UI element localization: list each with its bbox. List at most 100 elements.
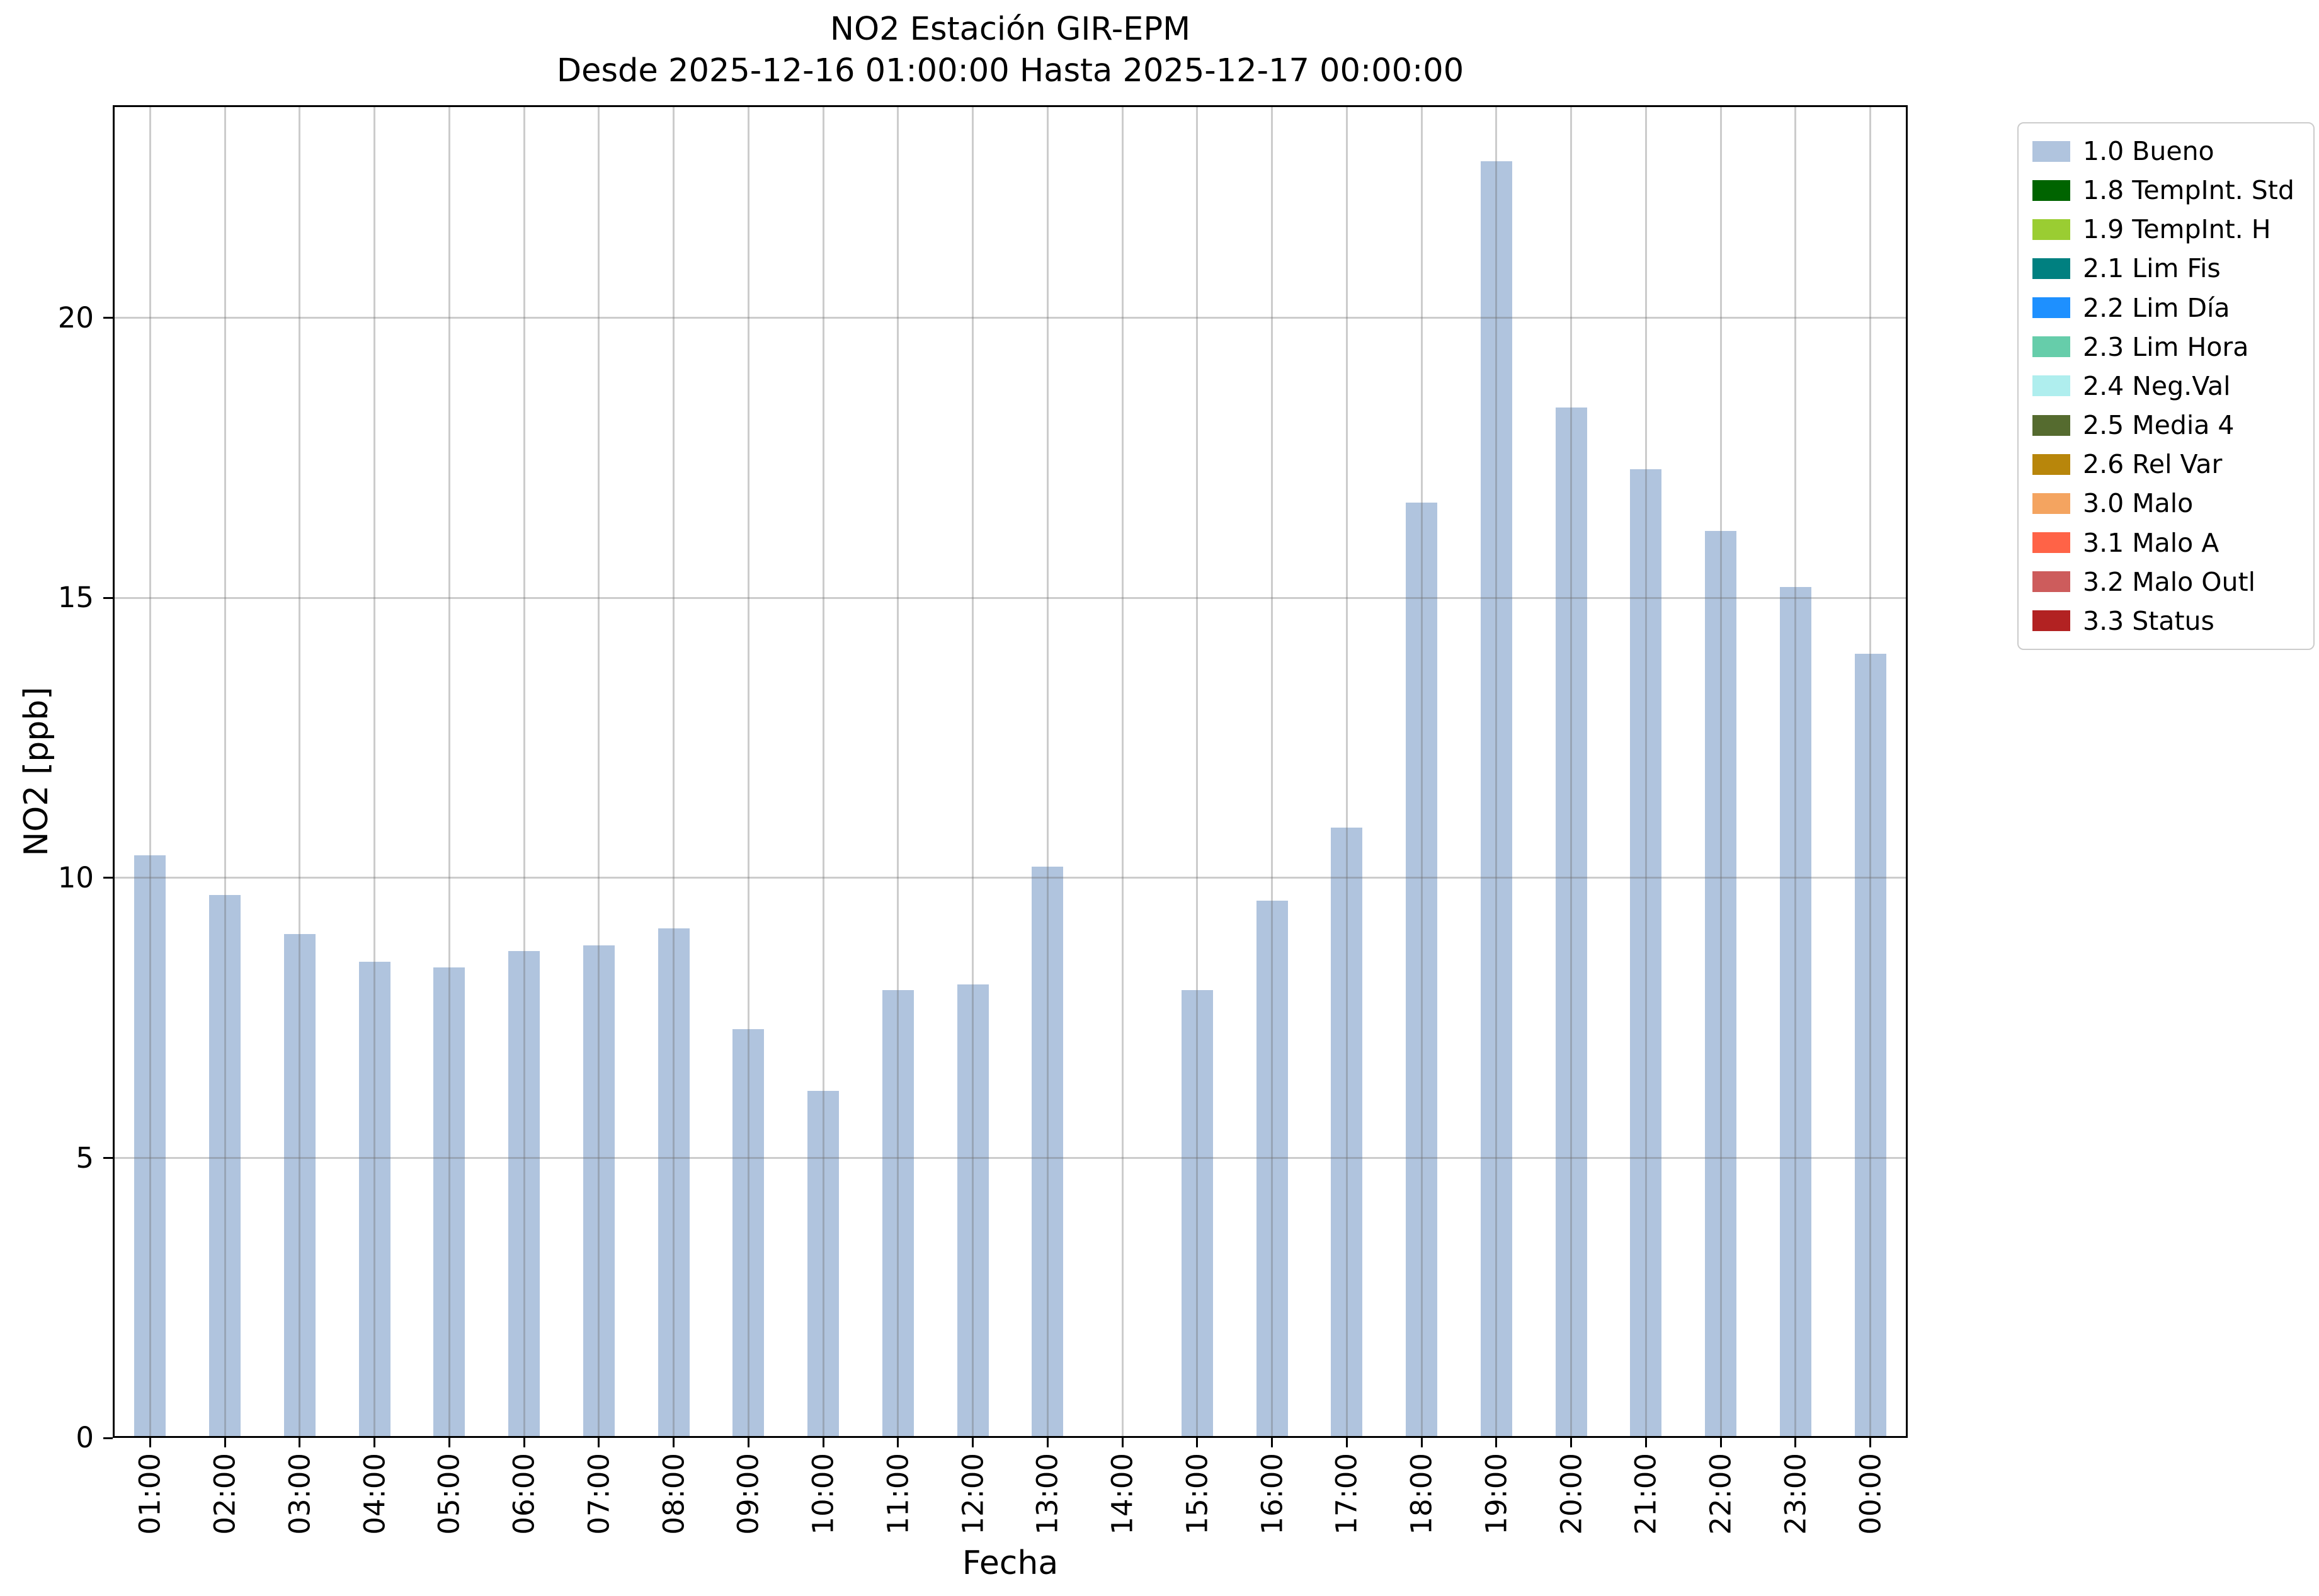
legend-label: 2.4 Neg.Val — [2083, 370, 2231, 401]
x-tick-label: 00:00 — [1854, 1453, 1888, 1535]
chart-title-block: NO2 Estación GIR-EPM Desde 2025-12-16 01… — [113, 9, 1908, 92]
gridline-vertical — [1420, 105, 1423, 1438]
legend-swatch — [2032, 610, 2070, 632]
gridline-vertical — [1869, 105, 1872, 1438]
legend-swatch — [2032, 180, 2070, 201]
x-tick-label: 18:00 — [1405, 1453, 1439, 1535]
x-tick-mark — [673, 1438, 675, 1447]
legend-label: 2.6 Rel Var — [2083, 449, 2223, 480]
x-axis-label: Fecha — [962, 1544, 1059, 1582]
legend-label: 1.9 TempInt. H — [2083, 214, 2271, 245]
y-tick-mark — [103, 596, 113, 599]
x-tick-mark — [1420, 1438, 1423, 1447]
legend-swatch — [2032, 493, 2070, 514]
y-tick-mark — [103, 317, 113, 319]
legend-item: 1.0 Bueno — [2032, 136, 2299, 166]
x-tick-mark — [1644, 1438, 1647, 1447]
legend-item: 1.8 TempInt. Std — [2032, 175, 2299, 205]
gridline-vertical — [673, 105, 675, 1438]
x-tick-mark — [1345, 1438, 1348, 1447]
gridline-vertical — [1046, 105, 1049, 1438]
legend-swatch — [2032, 414, 2070, 436]
bar-17:00 — [1331, 827, 1363, 1438]
x-tick-label: 12:00 — [956, 1453, 990, 1535]
legend-item: 1.9 TempInt. H — [2032, 214, 2299, 244]
bar-12:00 — [957, 984, 989, 1438]
gridline-vertical — [1794, 105, 1797, 1438]
bar-13:00 — [1032, 867, 1064, 1438]
gridline-horizontal — [113, 1157, 1908, 1159]
legend-item: 2.6 Rel Var — [2032, 449, 2299, 479]
legend-label: 1.0 Bueno — [2083, 136, 2214, 166]
x-tick-label: 16:00 — [1255, 1453, 1289, 1535]
x-tick-mark — [598, 1438, 600, 1447]
gridline-vertical — [1644, 105, 1647, 1438]
x-tick-mark — [1121, 1438, 1124, 1447]
gridline-vertical — [149, 105, 151, 1438]
legend-swatch — [2032, 571, 2070, 593]
bar-06:00 — [508, 950, 540, 1438]
x-tick-mark — [1495, 1438, 1498, 1447]
x-tick-label: 15:00 — [1180, 1453, 1214, 1535]
chart-subtitle: Desde 2025-12-16 01:00:00 Hasta 2025-12-… — [556, 52, 1464, 89]
legend-label: 2.1 Lim Fis — [2083, 253, 2221, 284]
y-axis-label: NO2 [ppb] — [18, 687, 55, 857]
legend-item: 2.5 Media 4 — [2032, 410, 2299, 440]
x-tick-label: 14:00 — [1105, 1453, 1139, 1535]
y-tick-mark — [103, 877, 113, 879]
x-tick-mark — [1271, 1438, 1273, 1447]
bar-23:00 — [1779, 586, 1811, 1438]
x-tick-mark — [1794, 1438, 1797, 1447]
x-tick-label: 10:00 — [806, 1453, 840, 1535]
gridline-vertical — [1121, 105, 1124, 1438]
x-tick-label: 11:00 — [881, 1453, 915, 1535]
gridline-horizontal — [113, 317, 1908, 319]
gridline-vertical — [1719, 105, 1722, 1438]
x-tick-label: 21:00 — [1629, 1453, 1663, 1535]
x-tick-label: 17:00 — [1330, 1453, 1364, 1535]
legend-swatch — [2032, 140, 2070, 162]
legend-item: 2.2 Lim Día — [2032, 293, 2299, 323]
bar-09:00 — [732, 1029, 765, 1438]
x-tick-label: 01:00 — [133, 1453, 167, 1535]
legend-swatch — [2032, 532, 2070, 554]
legend-label: 3.2 Malo Outl — [2083, 566, 2255, 597]
x-tick-mark — [1046, 1438, 1049, 1447]
x-tick-mark — [299, 1438, 301, 1447]
gridline-vertical — [1345, 105, 1348, 1438]
bar-10:00 — [807, 1090, 840, 1438]
x-tick-label: 04:00 — [358, 1453, 392, 1535]
x-tick-label: 23:00 — [1779, 1453, 1813, 1535]
legend-swatch — [2032, 297, 2070, 319]
plot-area — [113, 105, 1908, 1438]
legend-swatch — [2032, 336, 2070, 358]
legend-item: 2.3 Lim Hora — [2032, 332, 2299, 362]
y-tick-label: 15 — [57, 581, 94, 615]
legend-label: 3.0 Malo — [2083, 488, 2194, 519]
x-tick-mark — [1719, 1438, 1722, 1447]
legend-swatch — [2032, 375, 2070, 397]
x-tick-label: 07:00 — [582, 1453, 616, 1535]
x-tick-mark — [224, 1438, 226, 1447]
x-tick-mark — [897, 1438, 899, 1447]
legend-label: 1.8 TempInt. Std — [2083, 175, 2294, 206]
gridline-vertical — [373, 105, 376, 1438]
gridline-vertical — [747, 105, 749, 1438]
legend-swatch — [2032, 219, 2070, 240]
bar-00:00 — [1854, 654, 1886, 1438]
legend-label: 2.2 Lim Día — [2083, 292, 2230, 323]
bar-11:00 — [882, 989, 914, 1438]
gridline-vertical — [224, 105, 226, 1438]
x-tick-label: 19:00 — [1479, 1453, 1513, 1535]
bar-22:00 — [1705, 530, 1737, 1438]
bar-01:00 — [134, 855, 166, 1438]
bar-15:00 — [1181, 989, 1213, 1438]
x-tick-mark — [972, 1438, 974, 1447]
gridline-horizontal — [113, 596, 1908, 599]
bar-04:00 — [358, 962, 390, 1438]
y-tick-label: 5 — [76, 1141, 94, 1175]
bar-18:00 — [1406, 503, 1438, 1438]
gridline-vertical — [972, 105, 974, 1438]
bar-20:00 — [1555, 408, 1587, 1438]
